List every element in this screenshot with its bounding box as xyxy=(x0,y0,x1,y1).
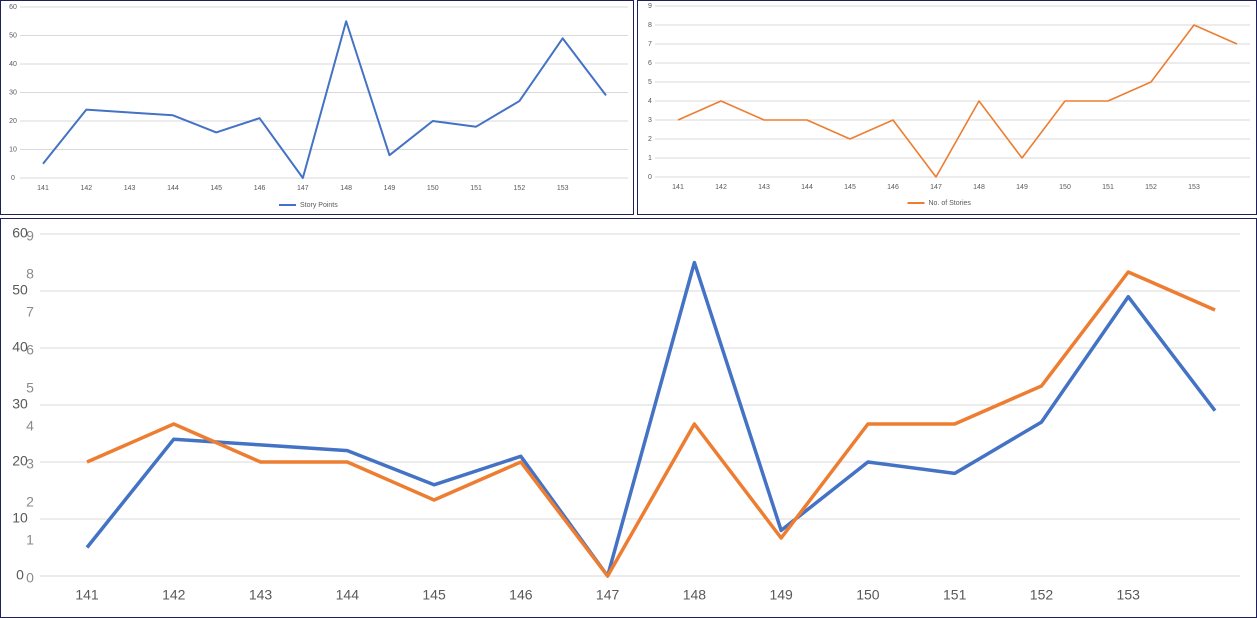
legend-label: Story Points xyxy=(300,202,338,209)
y2-tick-label: 5 xyxy=(26,380,34,396)
y-tick-label: 3 xyxy=(648,117,652,124)
y-tick-label: 5 xyxy=(648,79,652,86)
x-tick-label: 148 xyxy=(683,587,707,603)
legend-label: No. of Stories xyxy=(929,200,972,207)
y-tick-label: 2 xyxy=(648,136,652,143)
x-tick-label: 143 xyxy=(758,184,770,191)
x-tick-label: 141 xyxy=(75,587,99,603)
x-tick-label: 145 xyxy=(844,184,856,191)
x-tick-label: 141 xyxy=(37,185,49,192)
x-tick-label: 142 xyxy=(80,185,92,192)
x-tick-label: 143 xyxy=(249,587,273,603)
x-tick-label: 147 xyxy=(930,184,942,191)
y-tick-label: 30 xyxy=(12,396,28,412)
series-line xyxy=(86,270,1216,578)
x-tick-label: 142 xyxy=(162,587,186,603)
y-tick-label: 10 xyxy=(9,146,17,153)
x-tick-label: 148 xyxy=(340,185,352,192)
y-tick-label: 60 xyxy=(9,4,17,11)
y2-tick-label: 6 xyxy=(26,342,34,358)
y-tick-label: 0 xyxy=(16,567,24,583)
x-tick-label: 153 xyxy=(1117,587,1141,603)
y-tick-label: 9 xyxy=(648,3,652,10)
x-tick-label: 145 xyxy=(422,587,446,603)
x-tick-label: 143 xyxy=(124,185,136,192)
y-tick-label: 10 xyxy=(12,510,28,526)
x-tick-label: 150 xyxy=(856,587,880,603)
x-tick-label: 153 xyxy=(1188,184,1200,191)
y2-tick-label: 0 xyxy=(26,570,34,586)
chart-frame xyxy=(0,0,634,215)
x-tick-label: 148 xyxy=(973,184,985,191)
x-tick-label: 152 xyxy=(514,185,526,192)
x-tick-label: 152 xyxy=(1145,184,1157,191)
series-line xyxy=(42,20,607,179)
y-tick-label: 40 xyxy=(12,339,28,355)
y-tick-label: 0 xyxy=(11,175,15,182)
x-tick-label: 142 xyxy=(715,184,727,191)
x-tick-label: 151 xyxy=(1102,184,1114,191)
y2-tick-label: 7 xyxy=(26,304,34,320)
x-tick-label: 146 xyxy=(254,185,266,192)
x-tick-label: 144 xyxy=(167,185,179,192)
y-tick-label: 4 xyxy=(648,98,652,105)
x-tick-label: 145 xyxy=(210,185,222,192)
x-tick-label: 151 xyxy=(470,185,482,192)
y-tick-label: 50 xyxy=(12,282,28,298)
y-tick-label: 6 xyxy=(648,60,652,67)
x-tick-label: 146 xyxy=(887,184,899,191)
x-tick-label: 149 xyxy=(384,185,396,192)
x-tick-label: 141 xyxy=(672,184,684,191)
y2-tick-label: 8 xyxy=(26,266,34,282)
y-tick-label: 40 xyxy=(9,61,17,68)
y-tick-label: 50 xyxy=(9,32,17,39)
x-tick-label: 147 xyxy=(596,587,620,603)
x-tick-label: 151 xyxy=(943,587,967,603)
x-tick-label: 152 xyxy=(1030,587,1054,603)
y-tick-label: 1 xyxy=(648,155,652,162)
y2-tick-label: 9 xyxy=(26,228,34,244)
y-tick-label: 60 xyxy=(12,225,28,241)
x-tick-label: 150 xyxy=(427,185,439,192)
series-line xyxy=(677,24,1238,178)
x-tick-label: 149 xyxy=(1016,184,1028,191)
y-tick-label: 30 xyxy=(9,89,17,96)
x-tick-label: 150 xyxy=(1059,184,1071,191)
y-tick-label: 8 xyxy=(648,22,652,29)
x-tick-label: 147 xyxy=(297,185,309,192)
y-tick-label: 20 xyxy=(9,118,17,125)
y2-tick-label: 3 xyxy=(26,456,34,472)
y-tick-label: 7 xyxy=(648,41,652,48)
y2-tick-label: 4 xyxy=(26,418,34,434)
y-tick-label: 20 xyxy=(12,453,28,469)
x-tick-label: 144 xyxy=(801,184,813,191)
y2-tick-label: 2 xyxy=(26,494,34,510)
x-tick-label: 146 xyxy=(509,587,533,603)
x-tick-label: 144 xyxy=(336,587,360,603)
chart-frame xyxy=(637,0,1257,215)
x-tick-label: 153 xyxy=(557,185,569,192)
series-line xyxy=(85,260,1217,578)
x-tick-label: 149 xyxy=(769,587,793,603)
y2-tick-label: 1 xyxy=(26,532,34,548)
y-tick-label: 0 xyxy=(648,174,652,181)
chart-frame xyxy=(0,218,1257,618)
